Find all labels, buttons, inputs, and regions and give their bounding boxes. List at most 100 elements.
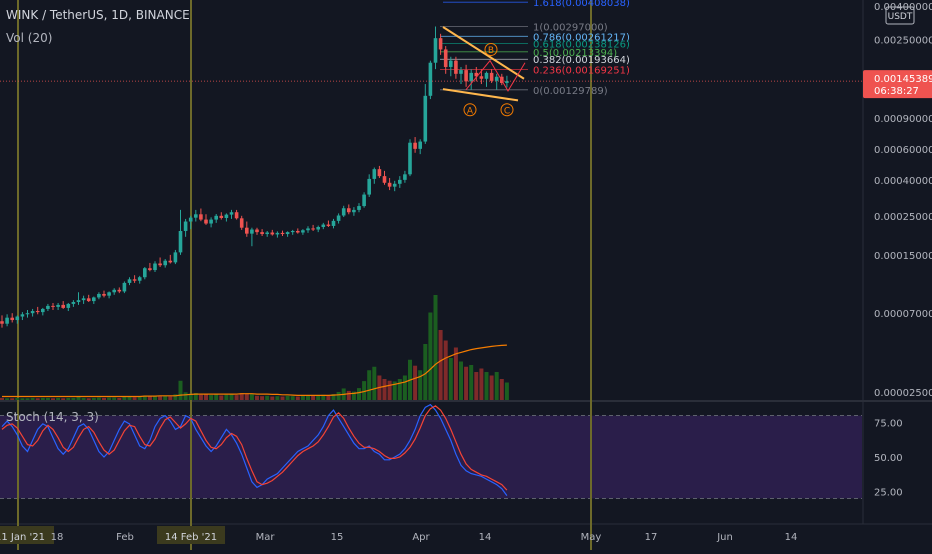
candle-body [301, 230, 305, 233]
volume-bar [45, 397, 50, 400]
fib-level-label: 1.618(0.00408038) [533, 0, 630, 9]
volume-bar [448, 358, 453, 400]
volume-bar [86, 398, 91, 400]
candle-body [188, 217, 193, 222]
candle-body [306, 228, 310, 231]
volume-bar [357, 388, 361, 400]
candle-body [81, 298, 86, 301]
fib-level-label: 0(0.00129789) [533, 86, 608, 97]
volume-bar [25, 398, 30, 400]
stoch-indicator-label[interactable]: Stoch (14, 3, 3) [6, 410, 99, 424]
volume-bar [198, 394, 203, 400]
lower-trendline[interactable] [442, 88, 519, 102]
last-price-badge [863, 70, 932, 99]
elliott-wave-path[interactable] [465, 59, 526, 92]
volume-bar [336, 391, 341, 400]
candle-body [265, 232, 269, 235]
volume-bar [107, 397, 112, 400]
volume-bar [402, 375, 407, 400]
candle-body [71, 302, 76, 304]
candle-body [214, 215, 218, 220]
last-price-value: 0.00145389 [874, 74, 932, 85]
candle-body [107, 292, 111, 296]
wave-label-b: B [488, 46, 494, 56]
candle-body [56, 304, 60, 307]
candle-body [102, 293, 106, 296]
symbol-title: WINK / TetherUS, 1D, BINANCE [6, 8, 190, 22]
volume-bar [479, 368, 484, 400]
time-tick-label: Feb [116, 532, 134, 543]
candle-body [199, 214, 203, 220]
candle-body [285, 232, 290, 235]
candle-body [423, 95, 428, 142]
time-tick-label: 11 Jan '21 [0, 532, 45, 543]
stoch-k-line [1, 403, 508, 496]
time-axis-highlight [157, 526, 225, 544]
candle-body [153, 263, 157, 271]
volume-bar [270, 396, 275, 400]
volume-bar [474, 372, 479, 400]
candle-body [46, 305, 50, 309]
volume-bar [214, 394, 219, 400]
candle-body [51, 305, 55, 307]
candle-body [5, 317, 9, 324]
candle-body [464, 70, 468, 82]
candle-body [137, 277, 142, 281]
currency-badge[interactable] [885, 6, 915, 25]
wave-label-circle [484, 42, 498, 56]
volume-bar [193, 393, 198, 400]
wave-label-circle [463, 103, 477, 117]
candle-body [398, 179, 402, 184]
volume-bar [96, 397, 101, 400]
candle-body [321, 224, 326, 227]
candle-body [454, 60, 458, 74]
stoch-d-line [1, 405, 508, 491]
candle-body [474, 72, 479, 77]
stoch-axis-label: 75.00 [874, 419, 903, 430]
candle-body [61, 304, 65, 308]
candle-body [341, 208, 346, 216]
volume-bar [290, 396, 295, 400]
candle-body [234, 212, 239, 219]
volume-bar [102, 397, 106, 400]
candle-body [194, 214, 198, 218]
candle-body [117, 289, 122, 292]
volume-bar [163, 395, 168, 400]
candle-body [362, 194, 366, 207]
volume-bar [239, 393, 244, 400]
candle-body [92, 297, 96, 302]
volume-bar [260, 396, 265, 400]
volume-bar [188, 393, 193, 400]
volume-bar [311, 395, 316, 400]
candle-body [296, 230, 300, 233]
candle-body [443, 49, 448, 67]
upper-trendline[interactable] [442, 26, 525, 80]
time-tick-label: Jun [716, 532, 733, 543]
volume-bar [504, 382, 509, 400]
volume-bar [168, 396, 173, 400]
volume-indicator-label[interactable]: Vol (20) [6, 31, 53, 45]
candle-body [158, 263, 162, 266]
volume-bar [183, 392, 188, 400]
volume-bar [316, 395, 321, 400]
volume-bar [40, 397, 45, 400]
volume-bar [0, 397, 4, 400]
candle-body [250, 229, 254, 234]
time-tick-label: May [581, 532, 602, 543]
volume-bar [142, 395, 147, 400]
candle-body [352, 209, 356, 213]
volume-bar [30, 397, 35, 400]
volume-bar [127, 396, 132, 400]
volume-bar [433, 295, 438, 400]
candle-body [66, 303, 71, 308]
volume-bar [5, 398, 10, 400]
price-tick-label: 0.00007000 [874, 309, 932, 320]
volume-bar [10, 398, 15, 400]
candle-body [112, 289, 116, 293]
candle-body [433, 38, 438, 63]
stoch-band [0, 415, 862, 499]
candle-body [41, 308, 45, 313]
candle-body [30, 311, 35, 314]
